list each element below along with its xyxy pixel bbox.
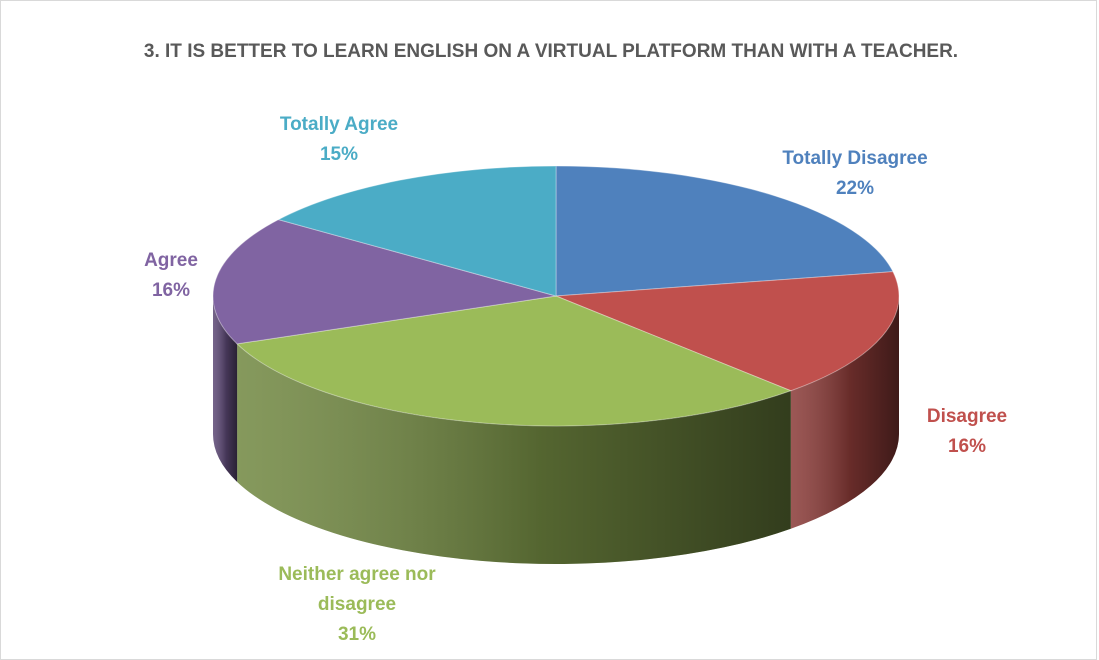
data-label-totally-agree: Totally Agree 15% xyxy=(280,114,398,165)
data-label-totally-disagree: Totally Disagree 22% xyxy=(782,148,927,199)
pie-side-shade-1 xyxy=(790,296,899,529)
pie-slices xyxy=(212,165,900,427)
pie-side-shade-3 xyxy=(213,296,238,482)
pie-slice-neither-agree-nor-disagree xyxy=(236,295,793,427)
data-label-agree: Agree 16% xyxy=(144,250,198,301)
pie-sides xyxy=(213,296,899,564)
data-label-disagree: Disagree 16% xyxy=(927,406,1007,457)
chart-title: 3. IT IS BETTER TO LEARN ENGLISH ON A VI… xyxy=(143,41,959,62)
data-label-neither-agree-nor-disagree: Neither agree nor disagree 31% xyxy=(278,564,436,645)
pie-side-shade-2 xyxy=(237,343,791,564)
pie-slice-disagree xyxy=(555,271,900,392)
pie-labels: Totally Disagree 22% Disagree 16% Neither ag… xyxy=(144,114,1007,645)
pie-slice-agree xyxy=(212,219,557,345)
pie-slice-totally-disagree xyxy=(555,165,894,297)
pie-slice-totally-agree xyxy=(277,165,557,297)
